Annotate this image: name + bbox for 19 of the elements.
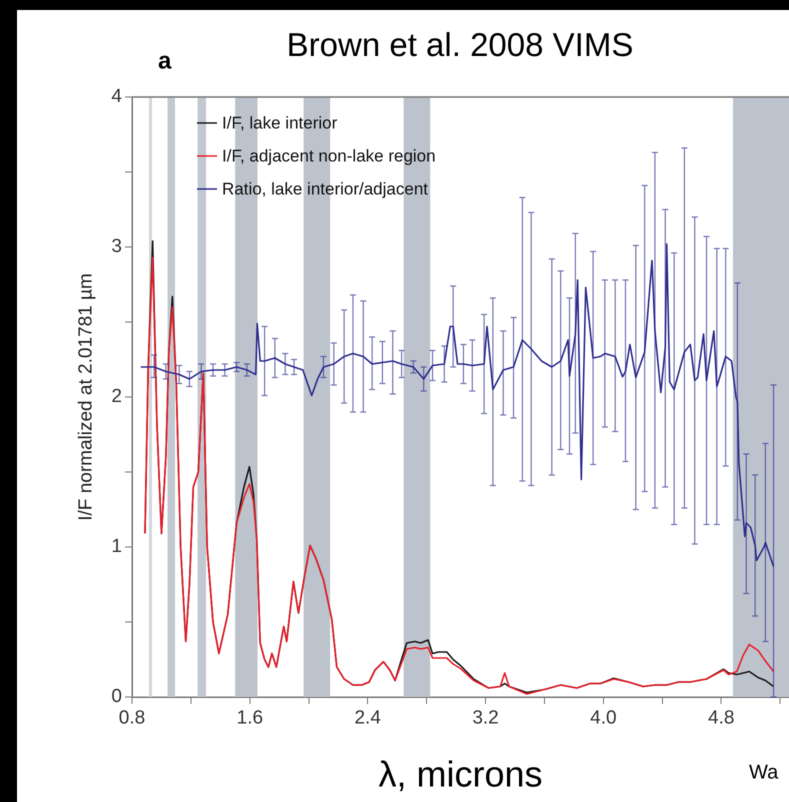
y-tick-label: 2: [111, 386, 122, 408]
y-tick-label: 4: [111, 86, 122, 108]
x-tick-label: 4.8: [708, 708, 734, 729]
legend-label: I/F, lake interior: [222, 114, 338, 133]
x-tick-label: 0.8: [118, 708, 146, 729]
x-tick-label: 4.0: [590, 708, 617, 729]
text: Wa: [749, 762, 780, 784]
y-axis-title: I/F normalized at 2.01781 µm: [76, 273, 97, 521]
y-tick-label: 0: [111, 686, 122, 708]
y-tick-label: 3: [111, 236, 122, 258]
y-tick-label: 1: [111, 536, 122, 558]
text: a: [158, 48, 172, 75]
x-tick-label: 1.6: [236, 708, 264, 729]
legend-label: Ratio, lake interior/adjacent: [222, 180, 428, 199]
x-tick-label: 2.4: [354, 708, 382, 729]
x-tick-label: 3.2: [472, 708, 499, 729]
legend-label: I/F, adjacent non-lake region: [222, 146, 436, 166]
x-axis-title: λ, microns: [378, 753, 543, 794]
chart-title: Brown et al. 2008 VIMS: [286, 26, 634, 64]
